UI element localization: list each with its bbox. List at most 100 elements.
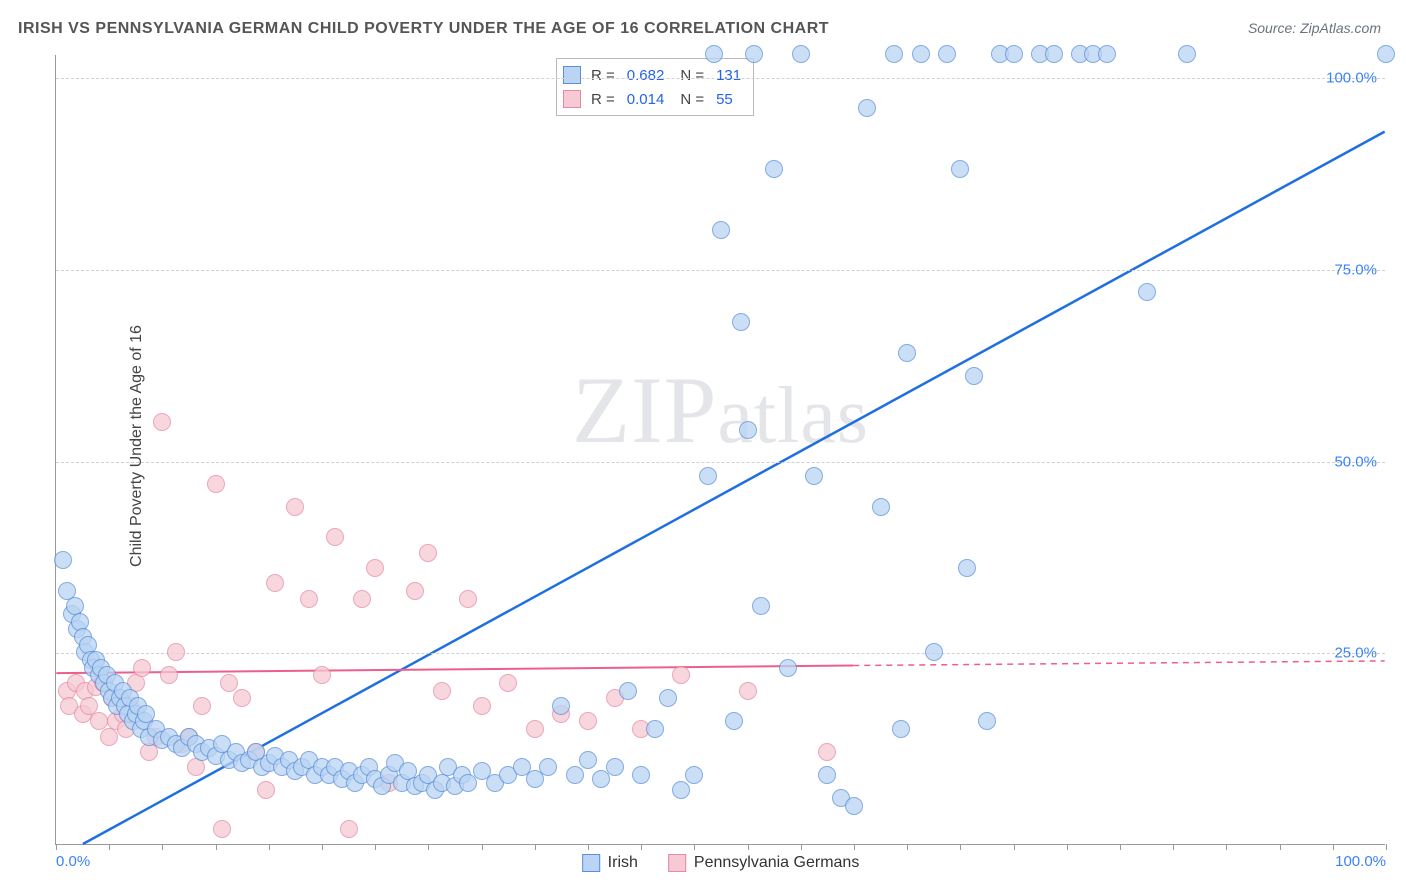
irish-point	[1138, 283, 1156, 301]
x-tick	[1386, 844, 1387, 850]
irish-point	[805, 467, 823, 485]
legend-bottom: IrishPennsylvania Germans	[582, 854, 860, 872]
irish-point	[1377, 45, 1395, 63]
legend-series-label: Irish	[608, 854, 638, 872]
x-tick	[482, 844, 483, 850]
x-tick	[216, 844, 217, 850]
legend-r-label: R =	[591, 67, 615, 84]
x-tick	[56, 844, 57, 850]
x-tick	[1014, 844, 1015, 850]
pagerman-point	[433, 682, 451, 700]
y-tick-label: 100.0%	[1326, 70, 1377, 87]
irish-point	[619, 682, 637, 700]
legend-correlation-box: R =0.682N =131R =0.014N =55	[556, 58, 754, 116]
x-tick	[1280, 844, 1281, 850]
legend-swatch	[563, 90, 581, 108]
pagerman-point	[167, 643, 185, 661]
x-tick	[854, 844, 855, 850]
pagerman-point	[459, 590, 477, 608]
pagerman-point	[526, 720, 544, 738]
irish-point	[792, 45, 810, 63]
irish-point	[1045, 45, 1063, 63]
pagerman-point	[739, 682, 757, 700]
gridline	[56, 270, 1385, 271]
legend-row-irish: R = 0.682 N = 131	[563, 63, 747, 87]
pagerman-point	[233, 689, 251, 707]
pagerman-point	[579, 712, 597, 730]
pagerman-point	[340, 820, 358, 838]
y-tick-label: 25.0%	[1334, 645, 1377, 662]
irish-point	[685, 766, 703, 784]
x-tick	[109, 844, 110, 850]
irish-point	[579, 751, 597, 769]
x-tick-label: 0.0%	[56, 853, 90, 870]
x-tick	[1120, 844, 1121, 850]
pagerman-point	[133, 659, 151, 677]
pagerman-point	[672, 666, 690, 684]
x-tick	[375, 844, 376, 850]
irish-point	[958, 559, 976, 577]
legend-n-label: N =	[680, 67, 704, 84]
irish-point	[1005, 45, 1023, 63]
legend-r-value: 0.014	[627, 91, 665, 108]
irish-point	[818, 766, 836, 784]
x-tick	[588, 844, 589, 850]
x-tick	[269, 844, 270, 850]
pagerman-point	[818, 743, 836, 761]
pagerman-point	[266, 574, 284, 592]
legend-r-label: R =	[591, 91, 615, 108]
irish-point	[745, 45, 763, 63]
pagerman-point	[286, 498, 304, 516]
pagerman-point	[207, 475, 225, 493]
legend-bottom-item-irish: Irish	[582, 854, 638, 872]
legend-row-pagerman: R =0.014N =55	[563, 87, 747, 111]
irish-point	[659, 689, 677, 707]
x-tick	[162, 844, 163, 850]
irish-point	[672, 781, 690, 799]
gridline	[56, 462, 1385, 463]
irish-point	[725, 712, 743, 730]
watermark: ZIPatlas	[572, 355, 869, 465]
gridline	[56, 78, 1385, 79]
y-tick-label: 50.0%	[1334, 453, 1377, 470]
irish-point	[632, 766, 650, 784]
x-tick	[907, 844, 908, 850]
irish-point	[646, 720, 664, 738]
legend-swatch	[668, 854, 686, 872]
pagerman-point	[153, 413, 171, 431]
y-tick-label: 75.0%	[1334, 261, 1377, 278]
irish-point	[951, 160, 969, 178]
pagerman-point	[366, 559, 384, 577]
irish-point	[938, 45, 956, 63]
irish-point	[965, 367, 983, 385]
pagerman-point	[473, 697, 491, 715]
gridline	[56, 653, 1385, 654]
irish-point	[606, 758, 624, 776]
legend-n-value: 131	[716, 67, 741, 84]
x-tick	[748, 844, 749, 850]
irish-point	[845, 797, 863, 815]
pagerman-point	[160, 666, 178, 684]
irish-point	[752, 597, 770, 615]
legend-swatch	[582, 854, 600, 872]
irish-point	[539, 758, 557, 776]
pagerman-point	[326, 528, 344, 546]
pagerman-point	[313, 666, 331, 684]
irish-point	[712, 221, 730, 239]
pagerman-point	[419, 544, 437, 562]
irish-point	[885, 45, 903, 63]
x-tick	[428, 844, 429, 850]
pagerman-point	[300, 590, 318, 608]
irish-point	[566, 766, 584, 784]
legend-r-value: 0.682	[627, 67, 665, 84]
x-tick	[1173, 844, 1174, 850]
irish-point	[739, 421, 757, 439]
irish-point	[765, 160, 783, 178]
x-tick	[960, 844, 961, 850]
x-tick	[1333, 844, 1334, 850]
trend-lines-layer	[56, 55, 1385, 844]
pagerman-point	[220, 674, 238, 692]
pagerman-point	[406, 582, 424, 600]
pagerman-point	[353, 590, 371, 608]
source-label: Source: ZipAtlas.com	[1248, 20, 1381, 36]
